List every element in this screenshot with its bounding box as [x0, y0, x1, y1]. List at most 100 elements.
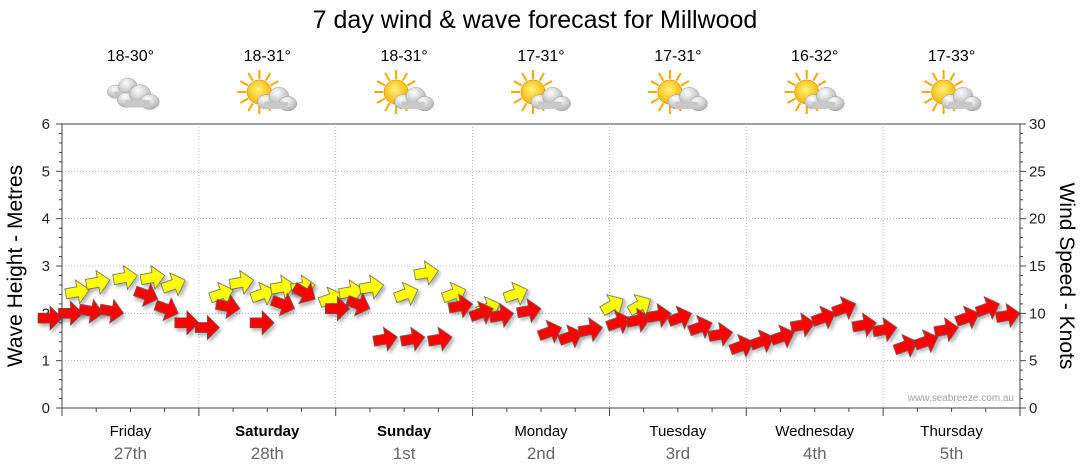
sun-ray — [954, 80, 964, 87]
wave-arrow — [249, 281, 275, 306]
wave-arrow-shape — [64, 279, 90, 305]
wind-arrow-shape — [488, 302, 515, 329]
day-date: 4th — [803, 444, 827, 463]
wind-arrow-shape — [707, 321, 734, 348]
day-name: Sunday — [377, 423, 432, 440]
wind-arrow — [789, 312, 816, 338]
wave-arrow — [228, 269, 255, 295]
sun-ray — [270, 80, 279, 87]
sun-ray — [401, 72, 409, 82]
plot-area — [61, 123, 1021, 409]
sun-ray — [513, 80, 523, 87]
sun-ray — [384, 102, 391, 112]
wind-arrow-shape — [995, 302, 1021, 329]
sun-ray — [794, 72, 802, 82]
sun-ray — [384, 72, 391, 82]
wind-arrow-shape — [291, 281, 316, 305]
wind-arrow-shape — [687, 314, 713, 340]
wind-arrow — [995, 302, 1021, 329]
y-right-axis-title: Wind Speed - Knots — [1055, 183, 1078, 370]
wind-arrow-shape — [605, 310, 631, 335]
wind-arrow — [851, 312, 877, 338]
day-name: Tuesday — [649, 423, 706, 440]
cloud-part — [538, 101, 562, 109]
wind-arrow — [133, 282, 159, 307]
wind-arrow — [345, 292, 371, 317]
wind-arrow-shape — [851, 312, 877, 338]
watermark: www.seabreeze.com.au — [907, 393, 1014, 404]
partly-sunny-icon — [784, 70, 845, 114]
sun-ray — [949, 72, 956, 82]
wind-arrow-shape — [666, 305, 693, 330]
wind-arrow — [98, 298, 125, 324]
wind-arrow-shape — [536, 319, 562, 344]
wind-arrow-shape — [769, 324, 795, 349]
wave-arrow-shape — [112, 264, 138, 291]
wave-arrow — [393, 281, 419, 306]
wave-arrow — [413, 260, 439, 286]
wind-arrow — [58, 300, 84, 327]
y-left-tick-label: 0 — [42, 400, 50, 417]
wind-arrow — [913, 329, 939, 354]
wave-arrow — [626, 294, 651, 317]
wave-arrow-shape — [84, 269, 111, 295]
wind-arrow — [399, 326, 426, 352]
cloud-part — [811, 101, 836, 109]
wave-arrow — [338, 279, 364, 305]
wind-arrow — [707, 321, 734, 348]
wind-arrow — [372, 326, 398, 352]
wave-arrow-shape — [249, 281, 275, 306]
wind-arrow-shape — [215, 293, 241, 320]
y-right-tick-label: 25 — [1029, 163, 1046, 180]
wind-arrow — [215, 293, 241, 320]
sun-ray — [376, 97, 386, 104]
wind-arrow-shape — [516, 298, 542, 324]
day-temp: 17-33° — [928, 48, 975, 65]
wave-arrow — [269, 274, 296, 300]
wind-arrow — [325, 295, 350, 322]
wind-arrow-shape — [427, 326, 453, 352]
day-date: 5th — [940, 444, 964, 463]
wind-arrow-shape — [933, 317, 959, 343]
wind-arrow — [687, 314, 713, 340]
wave-arrow-shape — [599, 294, 624, 317]
wind-arrow — [646, 302, 672, 329]
chart-title: 7 day wind & wave forecast for Millwood — [313, 6, 758, 34]
cloud-part — [675, 101, 699, 109]
wave-arrow-shape — [338, 279, 364, 305]
day-name: Friday — [110, 423, 152, 440]
partly-sunny-icon — [511, 70, 571, 114]
y-right-tick-label: 15 — [1029, 258, 1046, 275]
wind-arrow-shape — [974, 296, 1000, 321]
wave-arrow-shape — [626, 294, 651, 317]
wave-arrow — [112, 264, 138, 291]
sun-ray — [650, 80, 660, 87]
wind-arrow — [954, 305, 980, 330]
sun-ray — [538, 72, 545, 82]
wind-arrow — [728, 333, 754, 359]
wind-arrow-shape — [810, 305, 836, 330]
day-name: Monday — [514, 423, 568, 440]
wind-arrow-shape — [871, 317, 898, 343]
sun-ray — [521, 72, 528, 82]
wave-arrow-shape — [139, 264, 166, 291]
wind-arrow-shape — [249, 309, 275, 336]
wind-arrow-shape — [98, 298, 125, 324]
day-date: 2nd — [527, 444, 555, 463]
sun-ray — [812, 72, 819, 82]
partly-sunny-icon — [237, 70, 298, 114]
sun-ray — [543, 80, 553, 87]
wind-arrow — [933, 317, 959, 343]
wind-arrow-shape — [831, 296, 857, 321]
day-date: 3rd — [666, 444, 691, 463]
sun-ray — [657, 102, 665, 112]
wind-arrow-shape — [892, 333, 918, 359]
wave-arrow-shape — [269, 274, 296, 300]
wind-arrow-shape — [913, 329, 939, 354]
y-left-tick-label: 4 — [42, 211, 50, 228]
wind-arrow-shape — [345, 292, 371, 317]
wind-arrow — [427, 326, 453, 352]
wind-arrow-shape — [58, 300, 84, 327]
wind-arrow — [78, 298, 104, 324]
